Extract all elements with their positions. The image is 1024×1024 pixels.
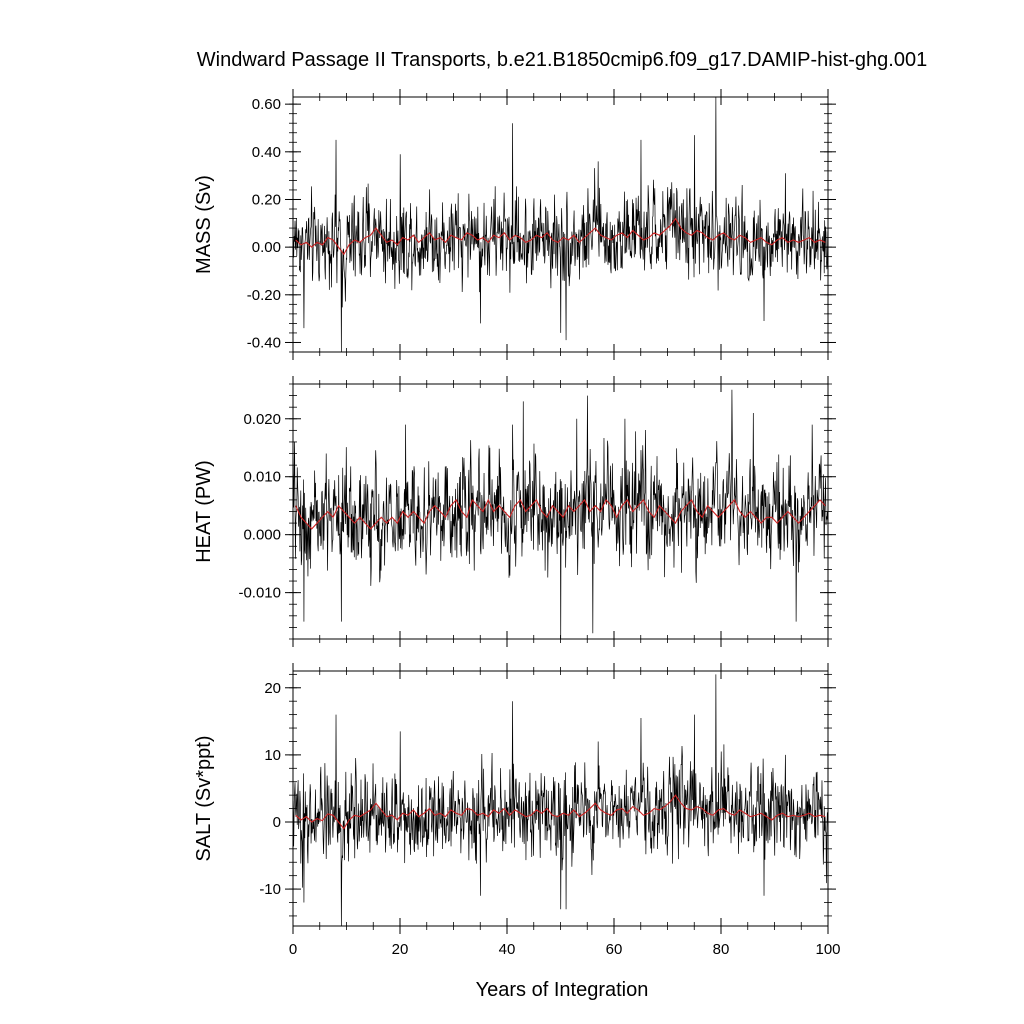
- y-tick-label: -0.20: [247, 287, 281, 304]
- y-tick-label: 20: [264, 680, 281, 697]
- x-axis-label: Years of Integration: [476, 979, 649, 1001]
- annual-mean-line: [295, 794, 826, 830]
- y-tick-label: 0.010: [243, 469, 281, 486]
- y-tick-label: 0.020: [243, 411, 281, 428]
- monthly-series-line: [293, 389, 828, 639]
- y-tick-label: 0: [273, 814, 281, 831]
- monthly-series-line: [293, 674, 828, 926]
- x-tick-label: 40: [499, 941, 516, 958]
- y-tick-label: 0.00: [252, 239, 281, 256]
- x-tick-label: 60: [606, 941, 623, 958]
- y-tick-label: 0.20: [252, 191, 281, 208]
- panels-group: -0.40 -0.20 0.00 0.20 0.40 0.60 MASS (Sv) -0.01…: [193, 89, 841, 958]
- chart-panel-1: -0.40 -0.20 0.00 0.20 0.40 0.60 MASS (Sv): [193, 89, 836, 360]
- x-tick-label: 80: [713, 941, 730, 958]
- monthly-series-line: [293, 97, 828, 352]
- x-tick-label: 100: [815, 941, 840, 958]
- annual-mean-line: [295, 217, 826, 256]
- y-tick-label: -0.010: [238, 585, 281, 602]
- y-tick-label: -0.40: [247, 334, 281, 351]
- y-tick-label: 10: [264, 747, 281, 764]
- y-tick-label: 0.000: [243, 527, 281, 544]
- chart-title: Windward Passage II Transports, b.e21.B1…: [197, 49, 927, 71]
- y-tick-label: -10: [259, 881, 281, 898]
- chart-panel-3: -10 0 10 20 0 20 40 60 80 100 SALT (Sv*ppt): [193, 663, 841, 958]
- x-tick-label: 0: [289, 941, 297, 958]
- y-axis-label: HEAT (PW): [193, 460, 215, 563]
- y-tick-label: 0.60: [252, 96, 281, 113]
- y-axis-label: MASS (Sv): [193, 175, 215, 274]
- annual-mean-line: [295, 498, 826, 530]
- chart-panel-2: -0.010 0.000 0.010 0.020 HEAT (PW): [193, 376, 836, 647]
- y-axis-label: SALT (Sv*ppt): [193, 736, 215, 862]
- x-tick-label: 20: [392, 941, 409, 958]
- y-tick-label: 0.40: [252, 144, 281, 161]
